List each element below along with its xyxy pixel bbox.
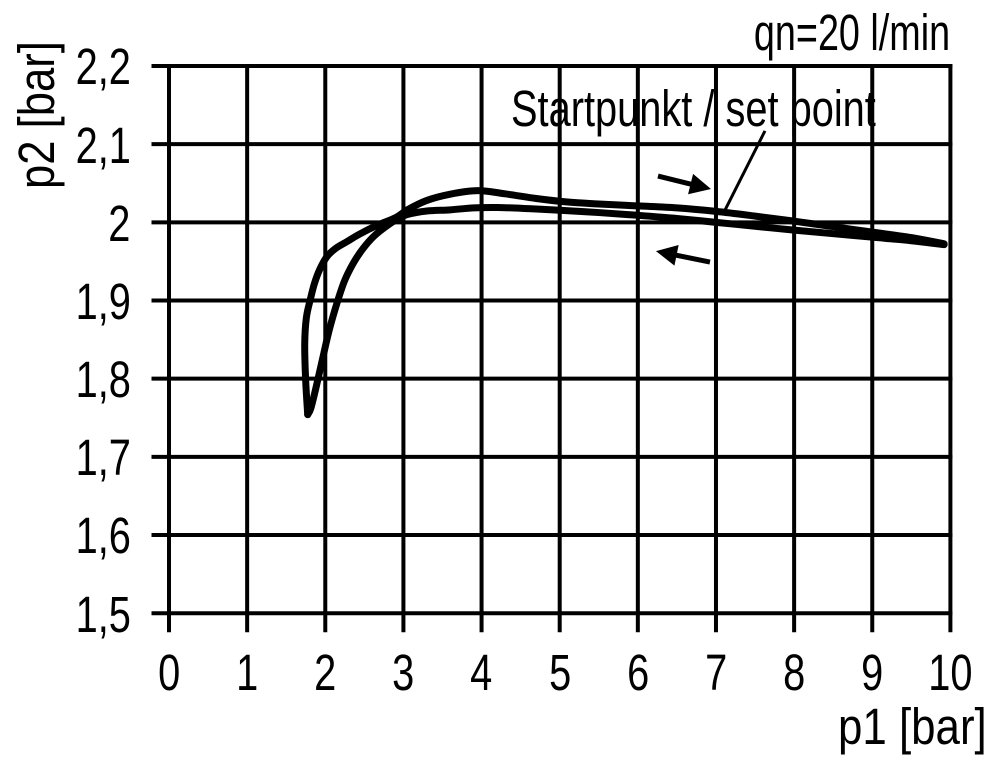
x-tick-label: 1 [236, 643, 259, 701]
x-tick-label: 0 [157, 643, 181, 701]
y-tick-label: 2 [108, 194, 131, 252]
setpoint-leader-line [722, 130, 767, 213]
y-tick-label: 2,2 [75, 38, 131, 96]
x-tick-label: 9 [861, 643, 884, 701]
x-axis-title: p1 [bar] [838, 701, 1000, 752]
y-axis-title: p2 [bar] [8, 16, 65, 189]
arrow-shaft-right [657, 173, 695, 188]
y-tick-label: 1,9 [75, 272, 131, 330]
setpoint-label-text: Startpunkt / set point [511, 80, 876, 137]
arrow-shaft-left [673, 252, 711, 265]
x-tick-label: 4 [470, 643, 493, 701]
curve-right [301, 187, 948, 419]
y-tick-label: 1,8 [75, 351, 131, 409]
x-axis-title-text: p1 [bar] [838, 698, 987, 755]
x-tick-label: 3 [392, 643, 415, 701]
y-tick-label: 1,6 [75, 507, 131, 565]
y-axis-title-text: p2 [bar] [8, 41, 65, 189]
flow-rate-label-text: qn=20 l/min [753, 4, 950, 61]
arrow-head-right [688, 173, 711, 195]
annotation-shapes [655, 130, 767, 266]
arrow-head-left [655, 244, 679, 266]
grid-lines [151, 64, 953, 633]
x-tick-label: 8 [783, 643, 806, 701]
curve-left [304, 203, 948, 419]
y-tick-label: 1,5 [75, 585, 131, 643]
setpoint-label: Startpunkt / set point [511, 83, 979, 134]
x-tick-label: 5 [548, 643, 571, 701]
hysteresis-curves [301, 187, 948, 419]
x-tick-label: 2 [314, 643, 337, 701]
x-tick-label: 7 [704, 643, 728, 701]
flow-rate-label: qn=20 l/min [685, 7, 950, 58]
y-tick-label: 2,1 [75, 116, 131, 174]
y-tick-label: 1,7 [75, 429, 131, 487]
x-tick-label: 10 [928, 643, 973, 701]
x-tick-label: 6 [626, 643, 649, 701]
